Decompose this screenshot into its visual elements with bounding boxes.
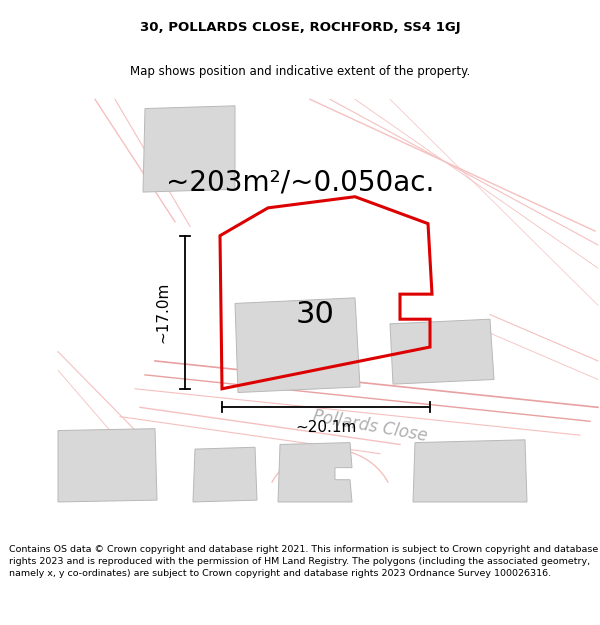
Text: 30, POLLARDS CLOSE, ROCHFORD, SS4 1GJ: 30, POLLARDS CLOSE, ROCHFORD, SS4 1GJ	[140, 21, 460, 34]
Text: ~17.0m: ~17.0m	[155, 281, 170, 343]
Polygon shape	[235, 298, 360, 392]
Polygon shape	[193, 448, 257, 502]
Polygon shape	[58, 429, 157, 502]
Text: ~20.1m: ~20.1m	[295, 420, 356, 435]
Polygon shape	[390, 319, 494, 384]
Polygon shape	[278, 442, 352, 502]
Text: ~203m²/~0.050ac.: ~203m²/~0.050ac.	[166, 169, 434, 197]
Polygon shape	[143, 106, 235, 192]
Text: Map shows position and indicative extent of the property.: Map shows position and indicative extent…	[130, 65, 470, 78]
Text: Pollards Close: Pollards Close	[311, 407, 429, 445]
Polygon shape	[413, 440, 527, 502]
Text: 30: 30	[296, 300, 334, 329]
Text: Contains OS data © Crown copyright and database right 2021. This information is : Contains OS data © Crown copyright and d…	[9, 545, 598, 579]
